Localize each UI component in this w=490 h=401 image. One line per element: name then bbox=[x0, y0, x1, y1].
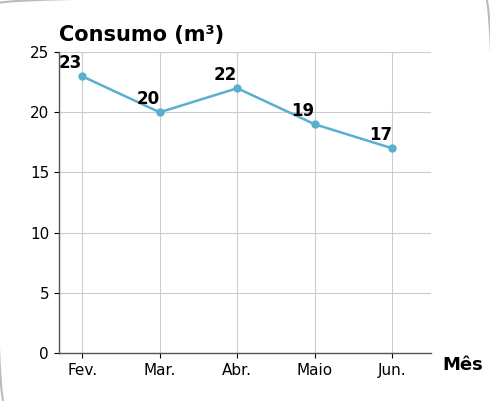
Text: 23: 23 bbox=[59, 54, 82, 72]
Text: 19: 19 bbox=[292, 102, 315, 120]
Text: 17: 17 bbox=[369, 126, 392, 144]
Text: Mês: Mês bbox=[442, 356, 483, 374]
Text: 22: 22 bbox=[214, 66, 237, 84]
Text: 20: 20 bbox=[136, 90, 160, 108]
Text: Consumo (m³): Consumo (m³) bbox=[59, 25, 224, 45]
